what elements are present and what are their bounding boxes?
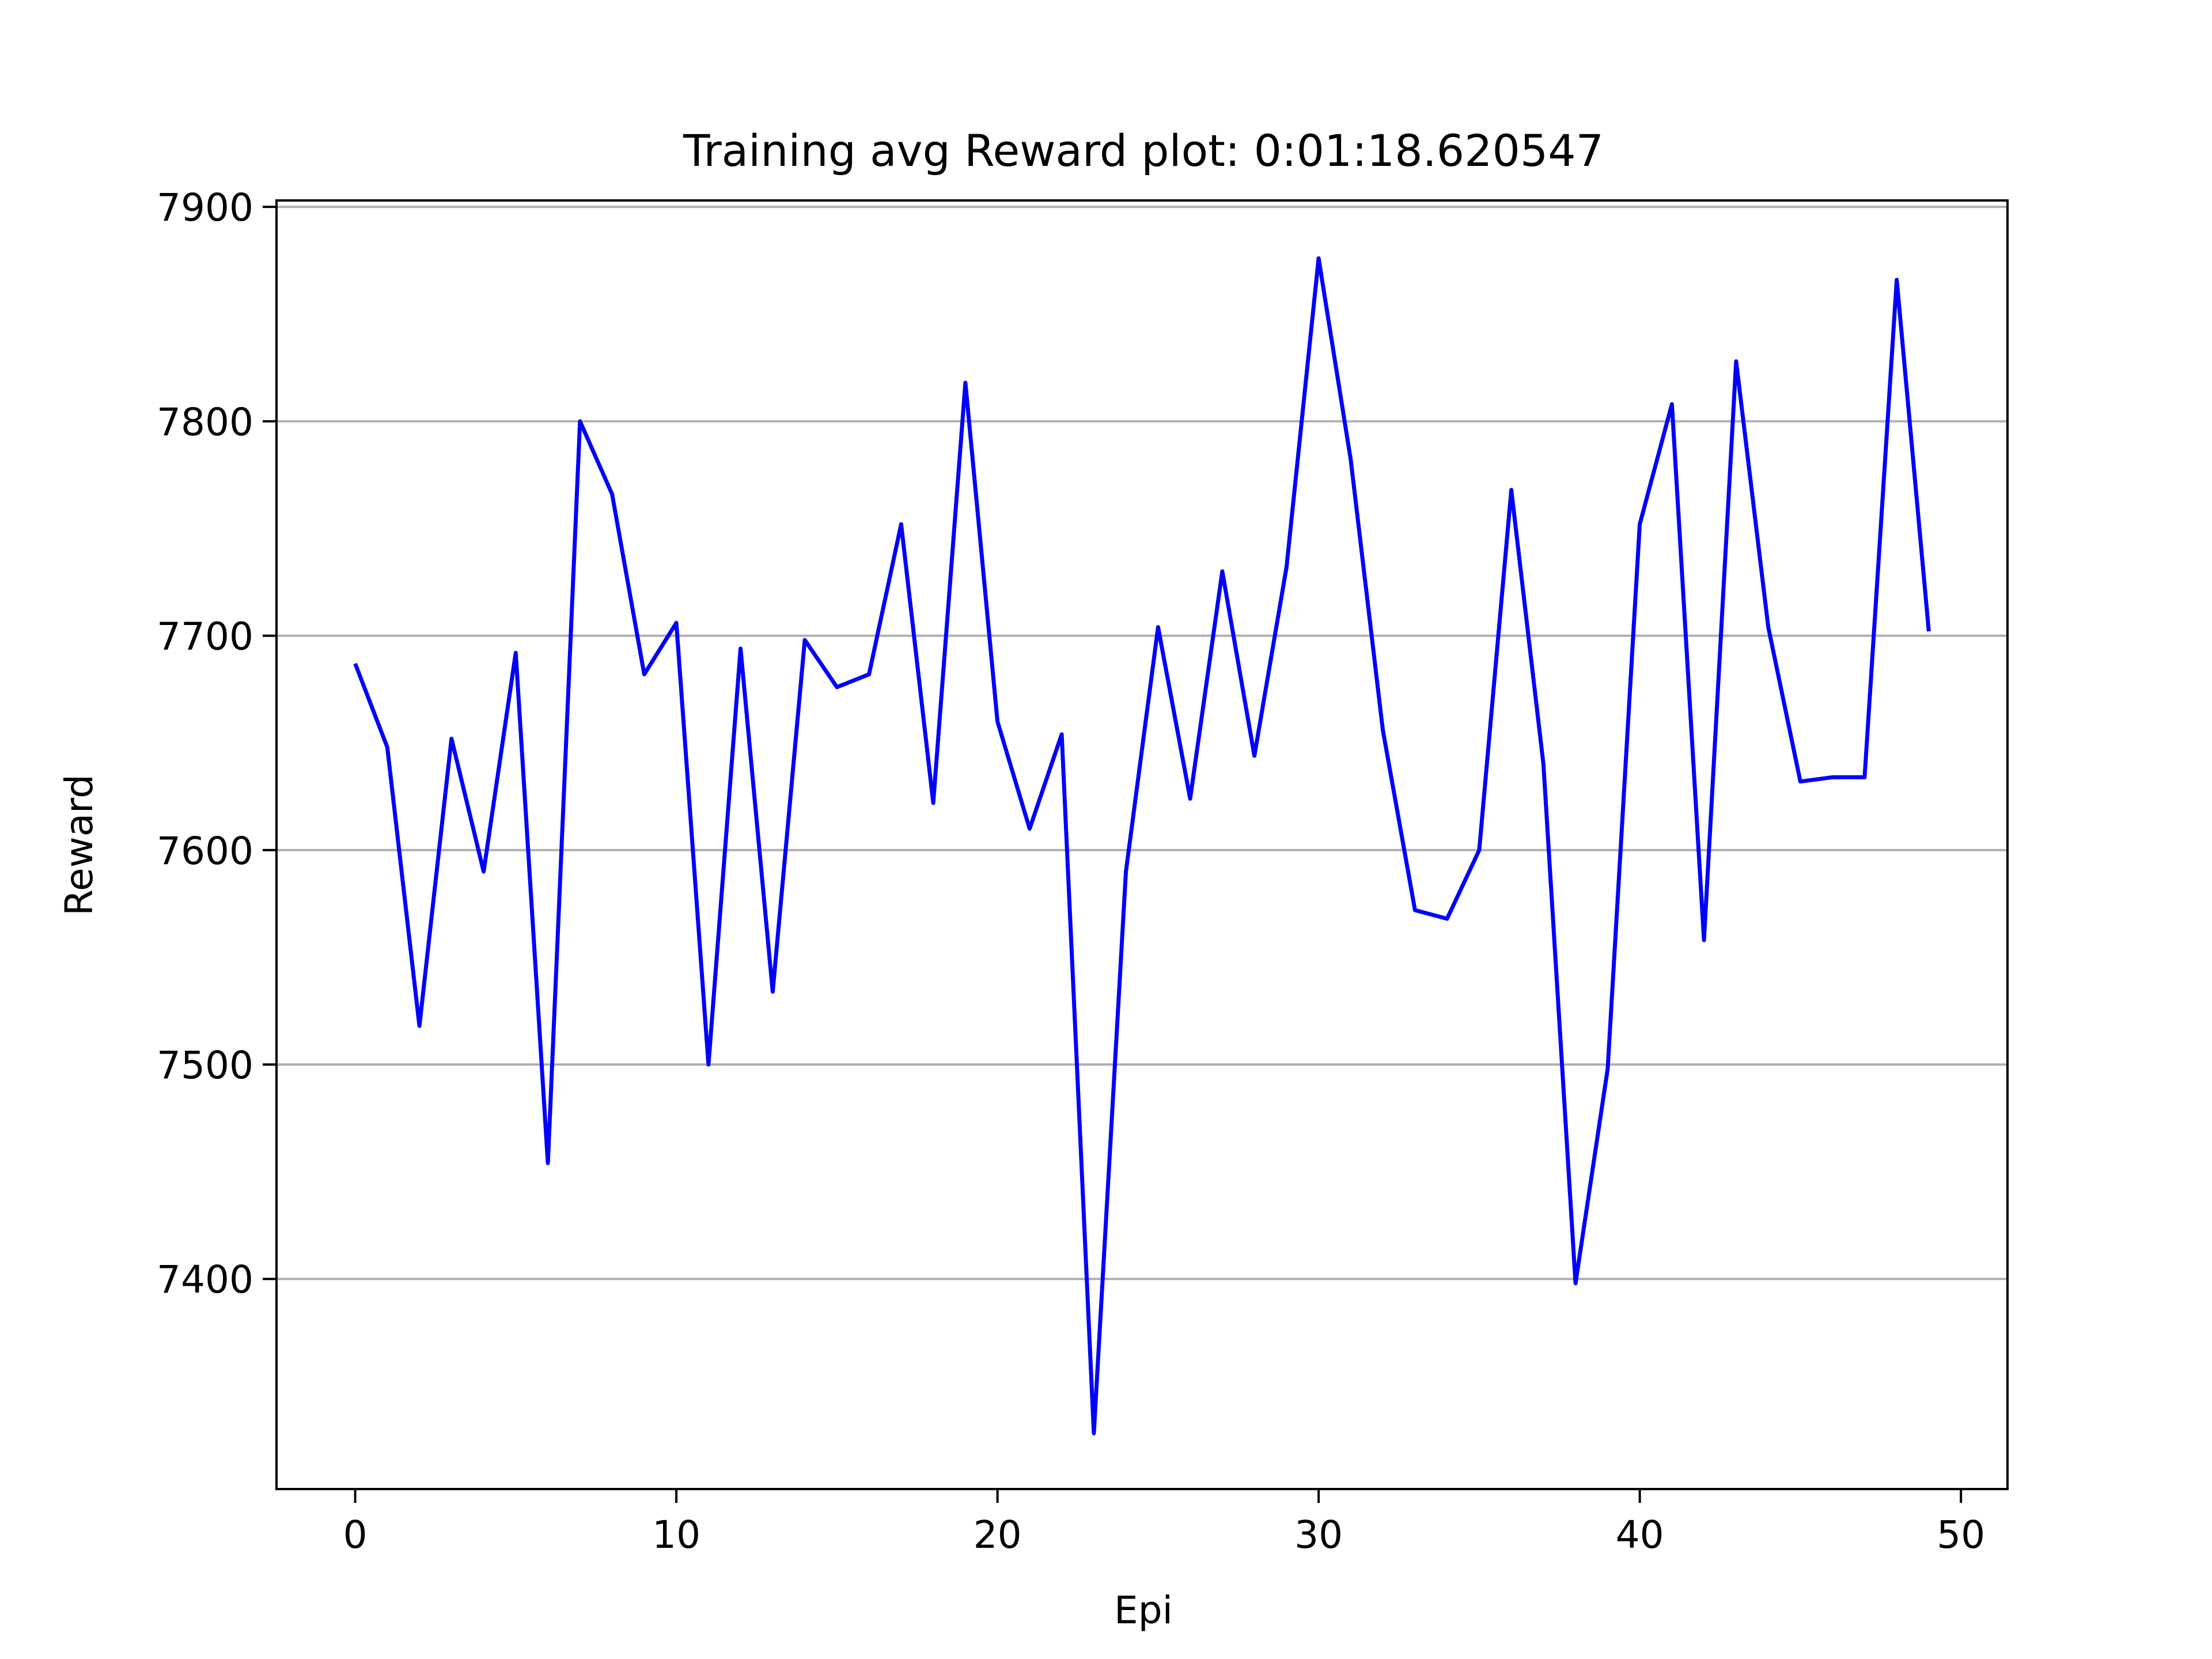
- y-tick-label: 7500: [157, 1043, 253, 1088]
- x-tick-label: 30: [1294, 1513, 1343, 1557]
- reward-series-line: [353, 256, 1931, 1435]
- y-tick-label: 7800: [157, 400, 253, 444]
- axis-ticks: 7400 7500 7600 7700 7800 7900 0 10 20 30 40 50: [157, 185, 1985, 1557]
- y-gridlines: [276, 206, 2008, 1281]
- x-tick-label: 0: [343, 1513, 368, 1557]
- y-tick-label: 7700: [157, 615, 253, 659]
- x-tick-label: 50: [1937, 1513, 1985, 1557]
- y-tick-label: 7600: [157, 829, 253, 873]
- y-axis-label: Reward: [57, 774, 101, 916]
- x-axis-label: Epi: [1114, 1588, 1173, 1633]
- axes-frame: [275, 199, 2009, 1490]
- chart-title: Training avg Reward plot: 0:01:18.620547: [683, 125, 1604, 176]
- y-tick-label: 7400: [157, 1257, 253, 1302]
- plot-series: [353, 256, 1931, 1435]
- x-tick-label: 20: [974, 1513, 1022, 1557]
- x-tick-label: 40: [1616, 1513, 1664, 1557]
- x-tick-label: 10: [652, 1513, 700, 1557]
- y-tick-label: 7900: [157, 185, 253, 230]
